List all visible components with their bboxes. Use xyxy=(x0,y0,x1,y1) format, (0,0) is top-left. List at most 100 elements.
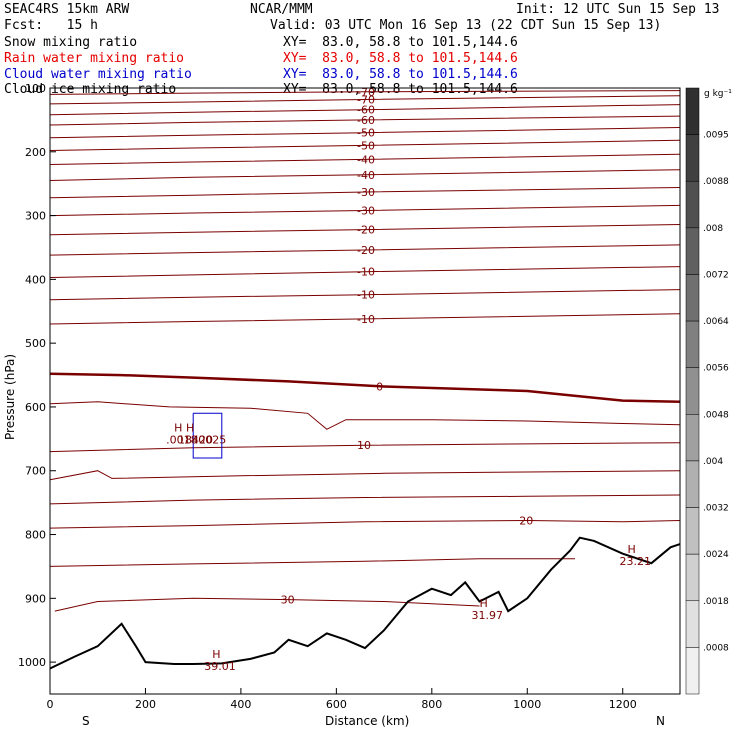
maximum-marker-3: H xyxy=(174,422,182,435)
plot-frame xyxy=(49,87,681,695)
colorbar-swatch-6 xyxy=(685,367,700,415)
colorbar-swatch-8 xyxy=(685,460,700,508)
colorbar-swatch-9 xyxy=(685,507,700,555)
contour-line-10 xyxy=(49,224,681,236)
colorbar-label-8: .0032 xyxy=(703,504,729,514)
colorbar-label-11: .0008 xyxy=(703,643,729,653)
contour-label-11: -20 xyxy=(357,244,375,257)
contour-label-7: -40 xyxy=(357,169,375,182)
contour-line-0 xyxy=(49,90,681,95)
valid-time: Valid: 03 UTC Mon 16 Sep 13 (22 CDT Sun … xyxy=(270,18,662,33)
maximum-value-0: 39.01 xyxy=(204,660,236,673)
contour-line-18 xyxy=(49,470,681,481)
cloud-water-contour xyxy=(192,412,223,459)
y-tick-label-6: 700 xyxy=(25,465,46,478)
y-tick-label-3: 400 xyxy=(25,273,46,286)
contour-line-3 xyxy=(49,115,681,126)
contour-line-21 xyxy=(49,558,575,567)
colorbar-label-0: .0095 xyxy=(703,131,729,141)
field-cloudwater-xy: XY= 83.0, 58.8 to 101.5,144.6 xyxy=(283,67,518,82)
init-time: Init: 12 UTC Sun 15 Sep 13 xyxy=(516,2,720,17)
contour-label-4: -50 xyxy=(357,127,375,140)
colorbar-swatch-0 xyxy=(685,87,700,135)
y-tick-label-9: 1000 xyxy=(18,656,46,669)
maximum-value-5: .0025 xyxy=(195,434,227,447)
contour-label-6: -40 xyxy=(357,153,375,166)
model-title: SEAC4RS 15km ARW xyxy=(4,2,130,17)
maximum-marker-4: H xyxy=(186,422,194,435)
y-tick-label-7: 800 xyxy=(25,529,46,542)
x-tick-label-0: 0 xyxy=(47,698,54,711)
contour-label-3: -60 xyxy=(357,114,375,127)
contour-label-15: 0 xyxy=(376,381,383,394)
contour-label-13: -10 xyxy=(357,289,375,302)
field-rain-xy: XY= 83.0, 58.8 to 101.5,144.6 xyxy=(283,51,518,66)
contour-label-10: -20 xyxy=(357,224,375,237)
colorbar-swatch-4 xyxy=(685,274,700,322)
contour-label-14: -10 xyxy=(357,313,375,326)
field-snow-xy: XY= 83.0, 58.8 to 101.5,144.6 xyxy=(283,35,518,50)
y-axis-ticks: 100 200 300 400 500 600 700 800 900 1000 xyxy=(18,82,56,669)
contour-label-22: 30 xyxy=(281,594,295,607)
maximum-marker-0: H xyxy=(212,648,220,661)
maximum-value-4: 18420 xyxy=(178,434,213,447)
colorbar-swatch-2 xyxy=(685,180,700,229)
field-snow-name: Snow mixing ratio xyxy=(4,35,138,50)
contour-line-7 xyxy=(49,169,681,181)
colorbar-swatch-12 xyxy=(685,647,700,695)
y-tick-label-1: 200 xyxy=(25,146,46,159)
contour-line-6 xyxy=(49,153,681,165)
terrain-line xyxy=(49,536,681,670)
x-tick-label-4: 800 xyxy=(421,698,442,711)
contour-label-8: -30 xyxy=(357,186,375,199)
y-axis-label: Pressure (hPa) xyxy=(3,354,17,440)
x-end-right: N xyxy=(656,714,665,728)
contour-line-9 xyxy=(49,204,681,217)
colorbar-swatch-11 xyxy=(685,600,700,648)
maximum-marker-1: H xyxy=(480,597,488,610)
colorbar-swatch-1 xyxy=(685,134,700,182)
x-axis-label: Distance (km) xyxy=(325,714,409,728)
colorbar-label-5: .0056 xyxy=(703,364,729,374)
x-tick-label-6: 1200 xyxy=(609,698,637,711)
contour-line-22 xyxy=(54,597,480,612)
colorbar-label-3: .0072 xyxy=(703,270,729,280)
y-tick-label-0: 100 xyxy=(25,82,46,95)
colorbar-unit: g kg⁻¹ xyxy=(704,89,732,99)
field-rain-name: Rain water mixing ratio xyxy=(4,51,185,66)
contour-label-17: 10 xyxy=(357,439,371,452)
contour-line-11 xyxy=(49,244,681,256)
colorbar-label-10: .0018 xyxy=(703,597,729,607)
x-tick-label-5: 1000 xyxy=(513,698,541,711)
maximum-value-1: 31.97 xyxy=(472,609,504,622)
x-end-left: S xyxy=(82,714,90,728)
contour-label-9: -30 xyxy=(357,204,375,217)
contour-line-17 xyxy=(49,442,681,453)
x-tick-label-3: 600 xyxy=(326,698,347,711)
colorbar-label-1: .0088 xyxy=(703,177,729,187)
org-label: NCAR/MMM xyxy=(250,2,313,17)
contour-line-8 xyxy=(49,187,681,199)
y-tick-label-5: 600 xyxy=(25,401,46,414)
temperature-contours: -70-70-60-60-50-50-40-40-30-30-20-20-10-… xyxy=(49,86,681,612)
x-tick-label-1: 200 xyxy=(135,698,156,711)
field-cloudwater-name: Cloud water mixing ratio xyxy=(4,67,192,82)
colorbar-label-9: .0024 xyxy=(703,550,729,560)
y-tick-label-4: 500 xyxy=(25,337,46,350)
contour-label-12: -10 xyxy=(357,266,375,279)
x-axis-ticks: 0 200 400 600 800 1000 1200 xyxy=(47,688,637,711)
contour-line-4 xyxy=(49,127,681,139)
contour-line-5 xyxy=(49,139,681,151)
contour-line-14 xyxy=(49,313,681,325)
y-tick-label-2: 300 xyxy=(25,210,46,223)
colorbar-swatch-10 xyxy=(685,553,700,602)
maximum-value-2: 23.21 xyxy=(620,555,652,568)
colorbar-swatch-3 xyxy=(685,227,700,275)
contour-line-19 xyxy=(49,494,681,505)
colorbar: .0095 .0088 .008 .0072 .0064 .0056 .0048 .004 .0… xyxy=(685,87,729,695)
colorbar-swatch-7 xyxy=(685,414,700,462)
contour-label-2: -60 xyxy=(357,104,375,117)
maximum-value-3: .0018 xyxy=(166,434,198,447)
colorbar-label-6: .0048 xyxy=(703,410,729,420)
